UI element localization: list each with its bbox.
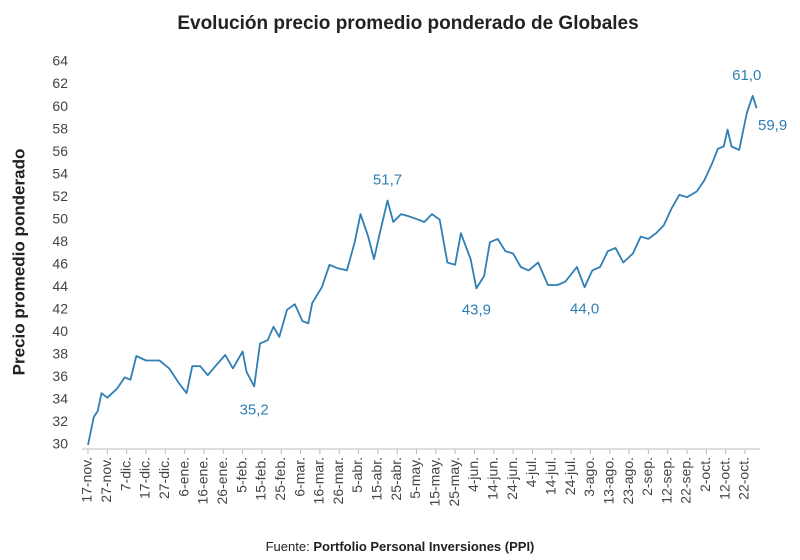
y-tick-label: 36 [52,368,68,384]
annotation: 59,9 [758,117,787,134]
y-tick-label: 54 [52,165,68,181]
y-tick-label: 62 [52,75,68,91]
x-tick-label: 26-ene. [214,457,230,504]
annotation: 43,9 [462,301,491,318]
source-prefix: Fuente: [266,539,310,554]
x-tick-label: 16-mar. [311,457,327,504]
x-tick-label: 16-ene. [195,457,211,504]
y-tick-label: 64 [52,53,68,69]
x-tick-label: 5-abr. [349,457,365,493]
x-tick-label: 6-mar. [291,457,307,497]
y-tick-label: 52 [52,188,68,204]
annotation: 61,0 [732,67,761,84]
annotation: 35,2 [240,401,269,418]
x-tick-label: 7-dic. [117,457,133,491]
x-tick-label: 23-ago. [620,457,636,504]
chart-title: Evolución precio promedio ponderado de G… [177,13,638,34]
x-tick-label: 14-jun. [484,457,500,500]
y-axis-label: Precio promedio ponderado [9,149,28,376]
x-tick-label: 25-abr. [388,457,404,501]
source: Fuente: Portfolio Personal Inversiones (… [266,539,535,554]
x-tick-label: 24-jul. [562,457,578,495]
x-tick-label: 25-may. [446,457,462,507]
annotation: 51,7 [373,172,402,189]
x-tick-label: 5-feb. [233,457,249,493]
x-tick-label: 17-nov. [79,457,95,503]
y-tick-label: 32 [52,413,68,429]
y-tick-label: 38 [52,346,68,362]
y-tick-label: 42 [52,301,68,317]
y-tick-label: 60 [52,98,68,114]
x-tick-label: 3-ago. [581,457,597,497]
y-tick-label: 50 [52,210,68,226]
x-tick-label: 24-jun. [504,457,520,500]
source-name: Portfolio Personal Inversiones (PPI) [313,539,534,554]
x-tick-label: 4-jun. [465,457,481,492]
x-tick-label: 22-sep. [678,457,694,504]
x-tick-label: 2-oct. [697,457,713,492]
y-tick-label: 46 [52,255,68,271]
line [87,94,758,446]
y-tick-label: 44 [52,278,68,294]
y-tick-label: 30 [52,436,68,452]
annotation: 44,0 [570,300,599,317]
x-tick-label: 12-oct. [716,457,732,500]
x-tick-label: 5-may. [407,457,423,499]
x-tick-label: 27-dic. [156,457,172,499]
y-tick-label: 56 [52,143,68,159]
y-tick-label: 34 [52,391,68,407]
x-tick-label: 6-ene. [175,457,191,497]
x-tick-label: 15-abr. [369,457,385,501]
x-tick-label: 15-may. [427,457,443,507]
x-tick-label: 2-sep. [639,457,655,496]
x-tick-label: 27-nov. [98,457,114,503]
x-tick-label: 13-ago. [600,457,616,504]
x-tick-label: 15-feb. [253,457,269,501]
x-tick-label: 25-feb. [272,457,288,501]
x-tick-label: 4-jul. [523,457,539,487]
y-tick-label: 40 [52,323,68,339]
y-tick-label: 58 [52,120,68,136]
x-tick-label: 12-sep. [658,457,674,504]
x-tick-label: 14-jul. [542,457,558,495]
x-tick-label: 26-mar. [330,457,346,504]
x-tick-label: 17-dic. [137,457,153,499]
x-tick-label: 22-oct. [736,457,752,500]
y-tick-label: 48 [52,233,68,249]
